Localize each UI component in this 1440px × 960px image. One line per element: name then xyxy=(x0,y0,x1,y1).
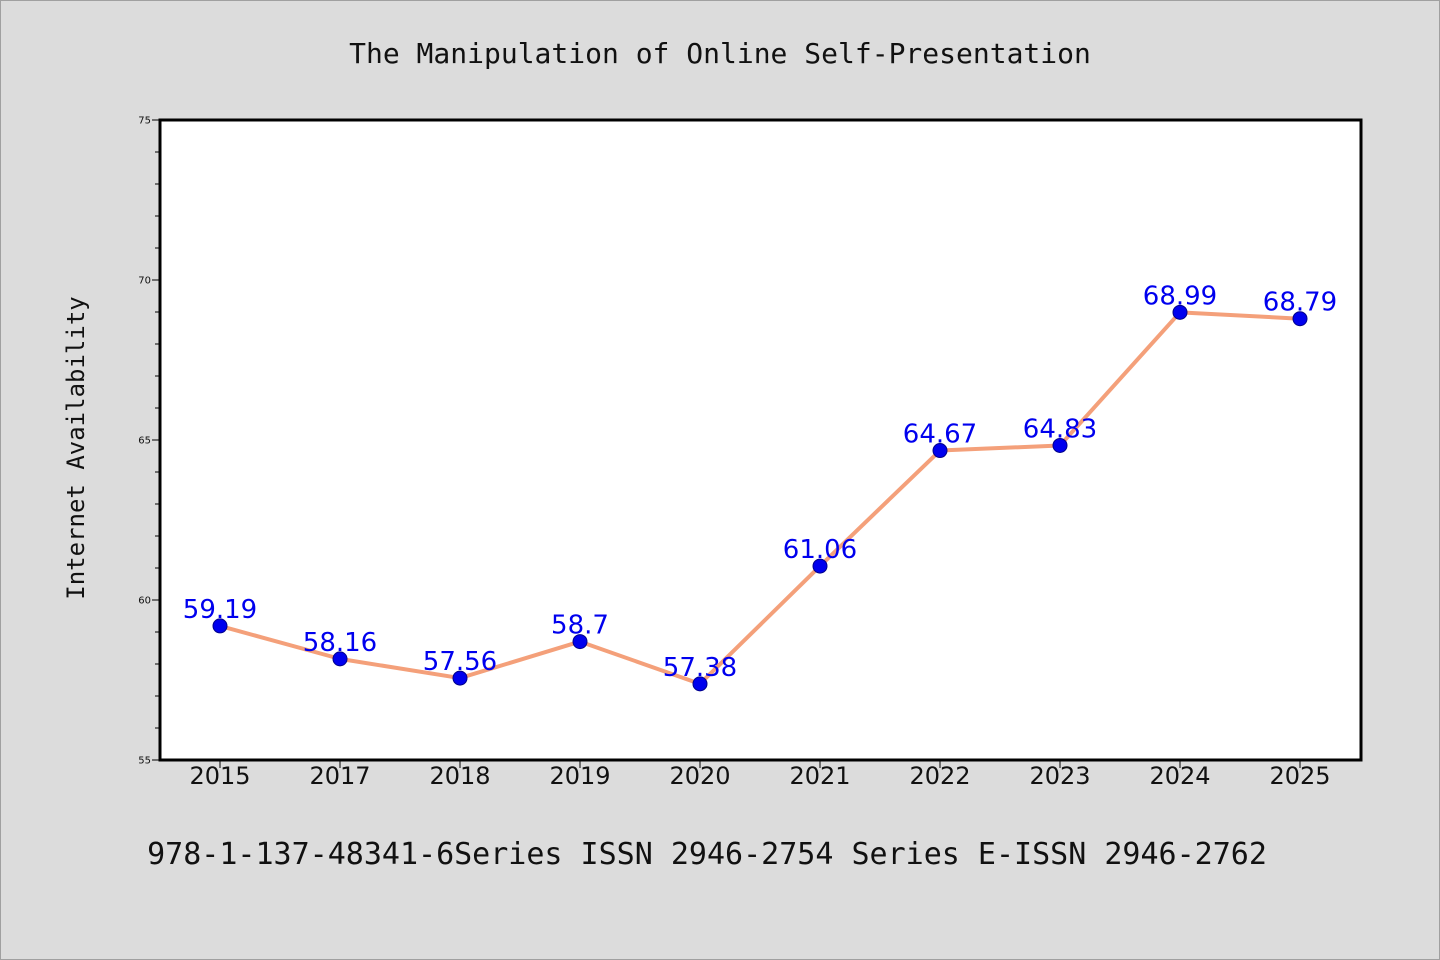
data-value-label: 64.83 xyxy=(1023,414,1097,444)
y-tick-label: 60 xyxy=(138,596,151,607)
x-tick-label: 2018 xyxy=(429,762,490,790)
data-point xyxy=(332,651,348,667)
y-tick-label: 75 xyxy=(138,116,151,127)
x-tick-label: 2015 xyxy=(189,762,250,790)
data-point xyxy=(1292,311,1308,327)
x-tick-label: 2025 xyxy=(1269,762,1330,790)
data-labels: 59.19 58.16 57.56 58.7 57.38 61.06 64.67 64.83 6… xyxy=(183,281,1337,683)
data-value-label: 68.79 xyxy=(1263,288,1337,318)
plot-border xyxy=(158,118,1363,762)
x-tick-label: 2022 xyxy=(909,762,970,790)
x-tick-label: 2021 xyxy=(789,762,850,790)
data-point xyxy=(812,558,828,574)
y-axis-label: Internet Availability xyxy=(62,296,90,599)
data-value-label: 58.7 xyxy=(551,611,609,641)
data-markers xyxy=(212,304,1308,692)
y-tick-label: 70 xyxy=(138,276,151,287)
series-line xyxy=(218,310,1302,686)
x-tick-label: 2017 xyxy=(309,762,370,790)
x-tick-label: 2024 xyxy=(1149,762,1210,790)
y-tick-label: 65 xyxy=(138,436,151,447)
x-tick-label: 2020 xyxy=(669,762,730,790)
data-value-label: 58.16 xyxy=(303,628,377,658)
x-tick-label: 2023 xyxy=(1029,762,1090,790)
data-point xyxy=(692,676,708,692)
data-value-label: 61.06 xyxy=(783,535,857,565)
data-point xyxy=(452,670,468,686)
data-value-label: 57.56 xyxy=(423,647,497,677)
y-tick-label: 55 xyxy=(138,756,151,767)
x-tick-label: 2019 xyxy=(549,762,610,790)
footer-text: 978-1-137-48341-6Series ISSN 2946-2754 S… xyxy=(147,837,1267,872)
axis-ticks: 55 60 65 70 75 2015 2017 2018 2019 2020 2021 2022 20… xyxy=(138,116,1330,791)
data-point xyxy=(572,634,588,650)
data-point xyxy=(932,443,948,459)
data-value-label: 57.38 xyxy=(663,653,737,683)
data-value-label: 64.67 xyxy=(903,420,977,450)
series-line-group xyxy=(218,310,1302,686)
data-point xyxy=(212,618,228,634)
chart-title: The Manipulation of Online Self-Presenta… xyxy=(349,37,1091,70)
data-value-label: 59.19 xyxy=(183,595,257,625)
data-point xyxy=(1172,304,1188,320)
plot-area xyxy=(160,120,1361,760)
data-point xyxy=(1052,437,1068,453)
data-value-label: 68.99 xyxy=(1143,281,1217,311)
